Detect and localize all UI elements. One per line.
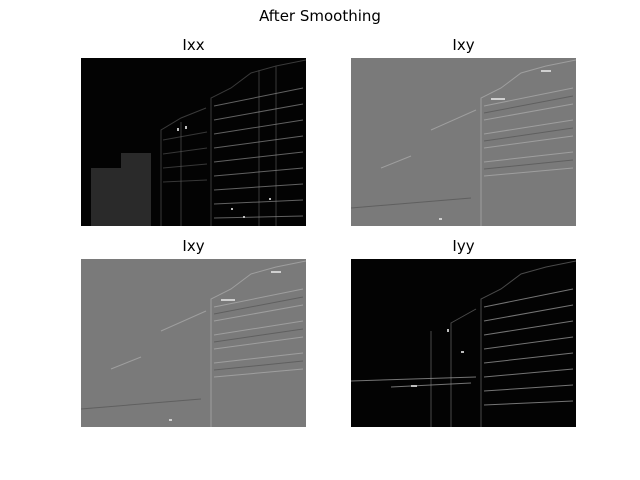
image-panel-iyy (351, 259, 576, 427)
image-panel-ixy-bottom (81, 259, 306, 427)
image-panel-ixx (81, 58, 306, 226)
image-panel-ixy-top (351, 58, 576, 226)
panel-title-ixx: Ixx (182, 36, 205, 54)
panel-title-ixy-bottom: Ixy (182, 237, 205, 255)
figure-title: After Smoothing (259, 7, 381, 25)
panel-title-ixy-top: Ixy (452, 36, 475, 54)
panel-title-iyy: Iyy (452, 237, 475, 255)
